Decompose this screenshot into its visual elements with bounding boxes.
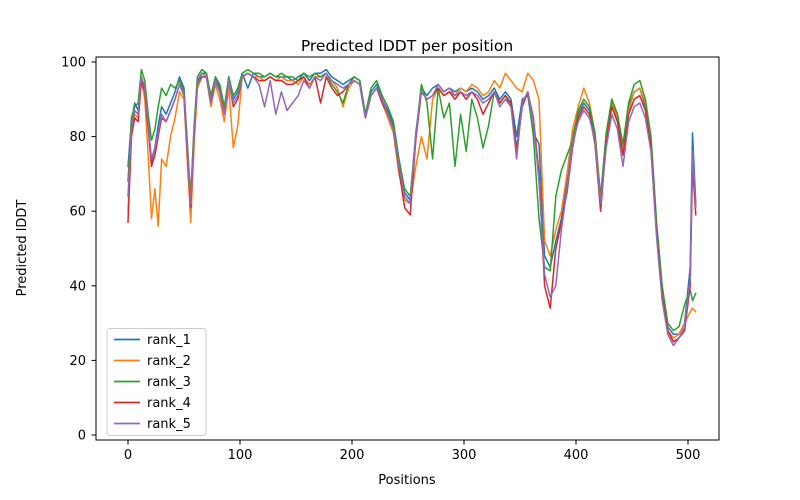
x-tick-label: 300: [452, 448, 477, 463]
legend-box: [106, 328, 207, 436]
y-tick-label: 100: [61, 56, 86, 71]
x-tick-label: 100: [228, 448, 253, 463]
legend-label-rank_1: rank_1: [147, 333, 191, 348]
legend: rank_1 rank_2 rank_3 rank_4 rank_5: [106, 328, 207, 436]
series-line-rank_4: [127, 72, 697, 343]
x-tick-label: 0: [124, 448, 132, 463]
x-tick-label: 500: [676, 448, 701, 463]
y-axis-ticks: 0 20 40 60 80 100: [61, 56, 96, 444]
y-tick-label: 40: [69, 279, 86, 294]
plot-frame: [95, 56, 720, 441]
y-tick-label: 0: [78, 429, 86, 444]
legend-label-rank_3: rank_3: [147, 375, 191, 390]
legend-label-rank_4: rank_4: [147, 396, 191, 411]
y-tick-label: 60: [69, 205, 86, 220]
series-lines: [127, 68, 697, 347]
y-tick-label: 80: [69, 130, 86, 145]
x-tick-label: 400: [564, 448, 589, 463]
legend-label-rank_5: rank_5: [147, 417, 191, 432]
x-tick-label: 200: [340, 448, 365, 463]
x-axis-ticks: 0 100 200 300 400 500: [124, 440, 701, 463]
legend-label-rank_2: rank_2: [147, 354, 191, 369]
chart-title: Predicted lDDT per position: [301, 37, 513, 55]
y-axis-label: Predicted lDDT: [15, 200, 30, 297]
y-tick-label: 20: [69, 354, 86, 369]
series-line-rank_5: [127, 72, 697, 347]
x-axis-label: Positions: [378, 473, 436, 488]
